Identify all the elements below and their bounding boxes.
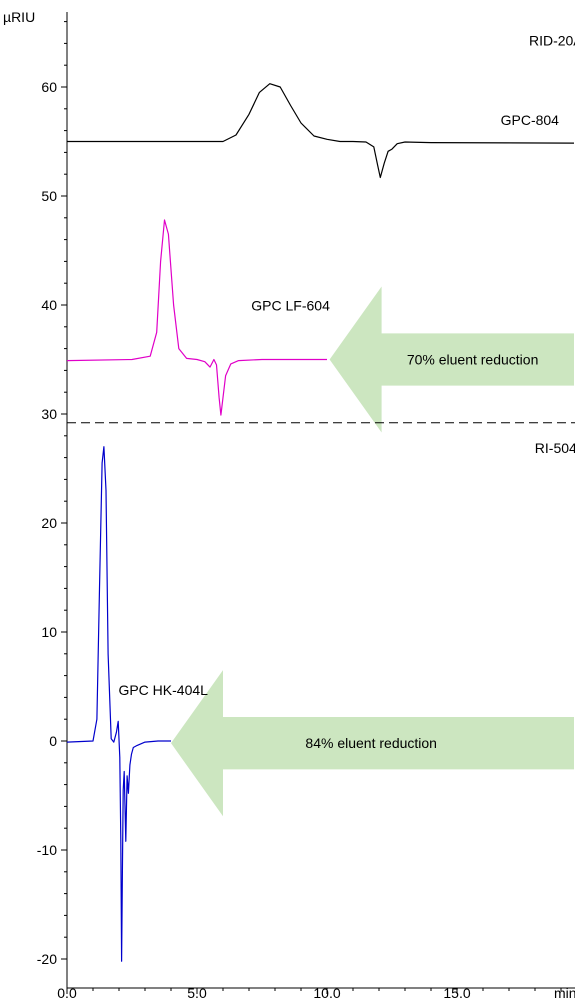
detector-label: RI-504 <box>535 440 575 456</box>
y-tick-label: -10 <box>37 842 57 858</box>
annotation-arrows: 70% eluent reduction 84% eluent reduction <box>171 286 574 817</box>
series-line <box>66 219 327 416</box>
y-axis-unit-label: µRIU <box>3 9 35 25</box>
y-tick-label: 40 <box>41 297 57 313</box>
y-tick-label: 20 <box>41 515 57 531</box>
eluent-reduction-label: 84% eluent reduction <box>305 735 437 751</box>
axis-ticks: -20 -10 0 10 20 30 40 50 60 0.0 5.0 10.0 15.0 <box>37 21 562 998</box>
eluent-reduction-arrow <box>329 286 574 433</box>
y-tick-label: 30 <box>41 406 57 422</box>
x-tick-label: 15.0 <box>443 985 470 998</box>
series-lines <box>66 83 575 962</box>
series-label: GPC LF-604 <box>251 297 330 313</box>
y-tick-label: 10 <box>41 624 57 640</box>
y-tick-label: 0 <box>49 733 57 749</box>
y-tick-label: 50 <box>41 188 57 204</box>
x-axis-unit-label: min <box>554 985 575 998</box>
axes: µRIU min <box>3 9 575 998</box>
x-tick-label: 10.0 <box>313 985 340 998</box>
series-line <box>66 446 171 962</box>
series-label: GPC HK-404L <box>118 682 208 698</box>
series-label: GPC-804 <box>501 112 560 128</box>
text-labels: GPC-804 GPC LF-604 GPC HK-404L RID-20A RI-50… <box>118 33 575 699</box>
series-line <box>67 83 575 179</box>
eluent-reduction-label: 70% eluent reduction <box>407 352 539 368</box>
x-tick-label: 0.0 <box>57 985 77 998</box>
y-tick-label: -20 <box>37 951 57 967</box>
detector-label: RID-20A <box>529 33 575 49</box>
eluent-reduction-arrow <box>171 670 574 817</box>
x-tick-label: 5.0 <box>187 985 207 998</box>
y-tick-label: 60 <box>41 79 57 95</box>
